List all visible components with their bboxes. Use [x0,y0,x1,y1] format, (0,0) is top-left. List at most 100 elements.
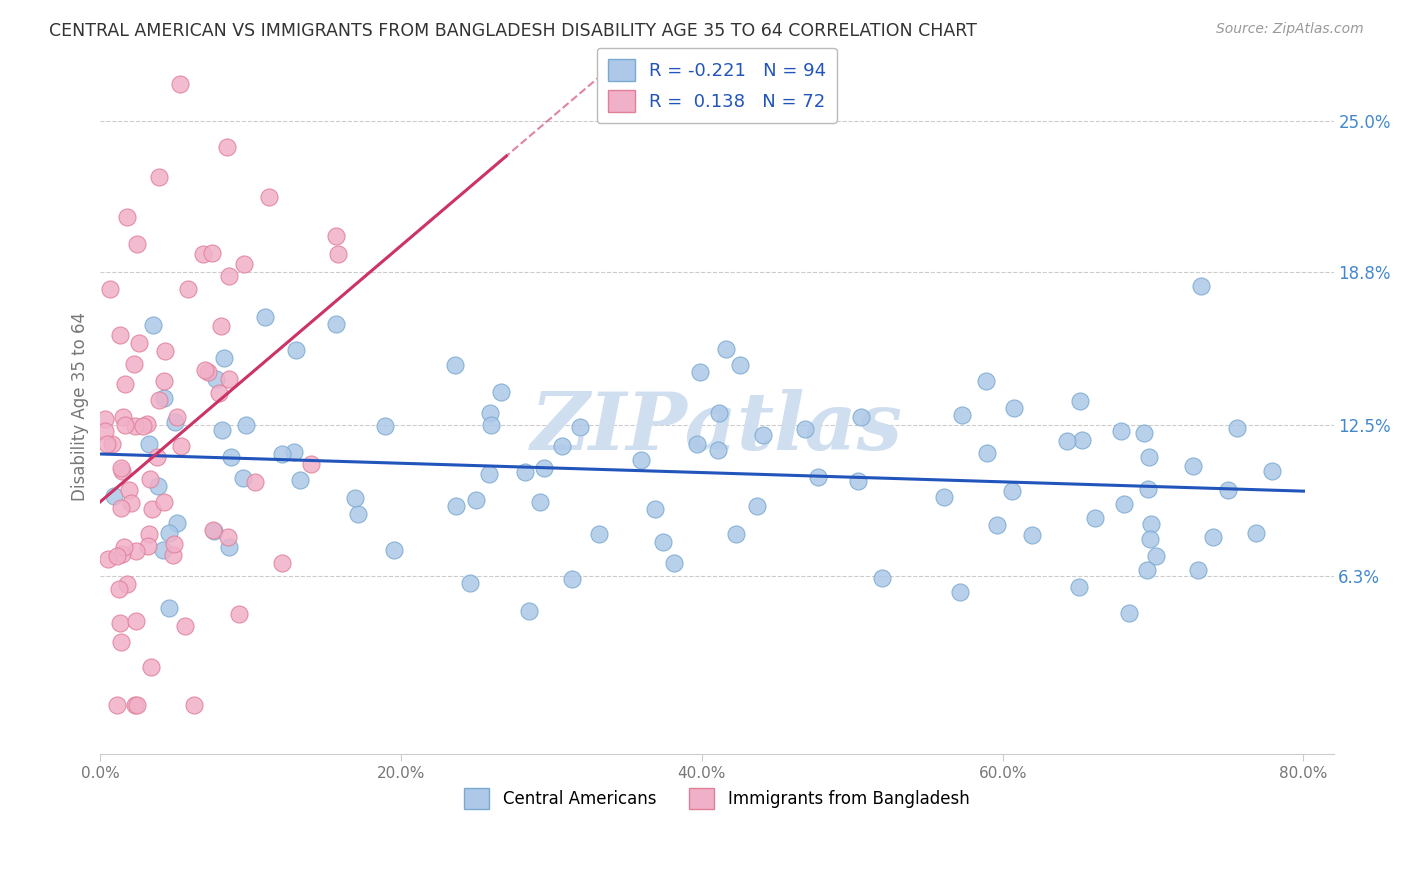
Point [652,534,675,549]
Point [1181,458,1204,473]
Point [201,245,224,260]
Point [157,526,180,541]
Point [98,282,121,296]
Point [444,358,467,372]
Point [644,502,666,516]
Point [211,423,233,437]
Point [115,210,138,224]
Point [101,437,124,451]
Point [1001,484,1024,499]
Point [934,490,956,504]
Point [714,342,737,356]
Point [232,257,254,271]
Point [207,386,229,401]
Point [110,461,132,475]
Point [1109,424,1132,438]
Point [157,601,180,615]
Point [1136,563,1159,577]
Point [204,372,226,386]
Point [114,418,136,433]
Point [124,419,146,434]
Point [325,317,347,331]
Point [97,552,120,566]
Point [284,343,307,358]
Point [517,604,540,618]
Point [730,358,752,372]
Point [118,483,141,497]
Point [110,464,132,478]
Point [202,523,225,537]
Point [124,543,146,558]
Point [125,237,148,252]
Point [243,475,266,489]
Point [111,547,134,561]
Point [153,495,176,509]
Point [1118,606,1140,620]
Point [374,418,396,433]
Legend: Central Americans, Immigrants from Bangladesh: Central Americans, Immigrants from Bangl… [457,781,976,815]
Point [152,543,174,558]
Point [148,392,170,407]
Point [515,465,537,479]
Point [849,409,872,424]
Point [124,698,146,713]
Point [166,516,188,530]
Text: Source: ZipAtlas.com: Source: ZipAtlas.com [1216,22,1364,37]
Point [108,616,131,631]
Point [108,582,131,596]
Point [1056,434,1078,449]
Point [301,457,323,471]
Point [142,318,165,332]
Point [125,614,148,628]
Point [166,410,188,425]
Point [1140,517,1163,532]
Point [1069,393,1091,408]
Point [105,549,128,563]
Text: CENTRAL AMERICAN VS IMMIGRANTS FROM BANGLADESH DISABILITY AGE 35 TO 64 CORRELATI: CENTRAL AMERICAN VS IMMIGRANTS FROM BANG… [49,22,977,40]
Point [976,446,998,460]
Point [664,556,686,570]
Point [949,585,972,599]
Point [217,529,239,543]
Point [110,635,132,649]
Point [458,576,481,591]
Point [1084,511,1107,525]
Point [986,517,1008,532]
Point [270,447,292,461]
Point [197,365,219,379]
Point [1187,563,1209,577]
Point [112,540,135,554]
Point [114,376,136,391]
Point [794,422,817,436]
Point [105,698,128,713]
Point [689,365,711,379]
Point [148,479,170,493]
Point [1189,278,1212,293]
Point [148,170,170,185]
Point [1202,530,1225,544]
Point [218,268,240,283]
Point [202,524,225,539]
Point [155,344,177,359]
Point [328,247,350,261]
Point [228,607,250,622]
Point [751,427,773,442]
Point [283,444,305,458]
Y-axis label: Disability Age 35 to 64: Disability Age 35 to 64 [72,312,89,501]
Point [218,372,240,386]
Point [747,499,769,513]
Point [569,420,592,434]
Point [1144,549,1167,563]
Point [288,473,311,487]
Point [1225,421,1247,435]
Point [120,496,142,510]
Point [588,527,610,541]
Point [212,351,235,365]
Point [139,660,162,674]
Point [950,408,973,422]
Point [209,318,232,333]
Point [807,469,830,483]
Point [382,542,405,557]
Point [94,411,117,425]
Point [872,571,894,585]
